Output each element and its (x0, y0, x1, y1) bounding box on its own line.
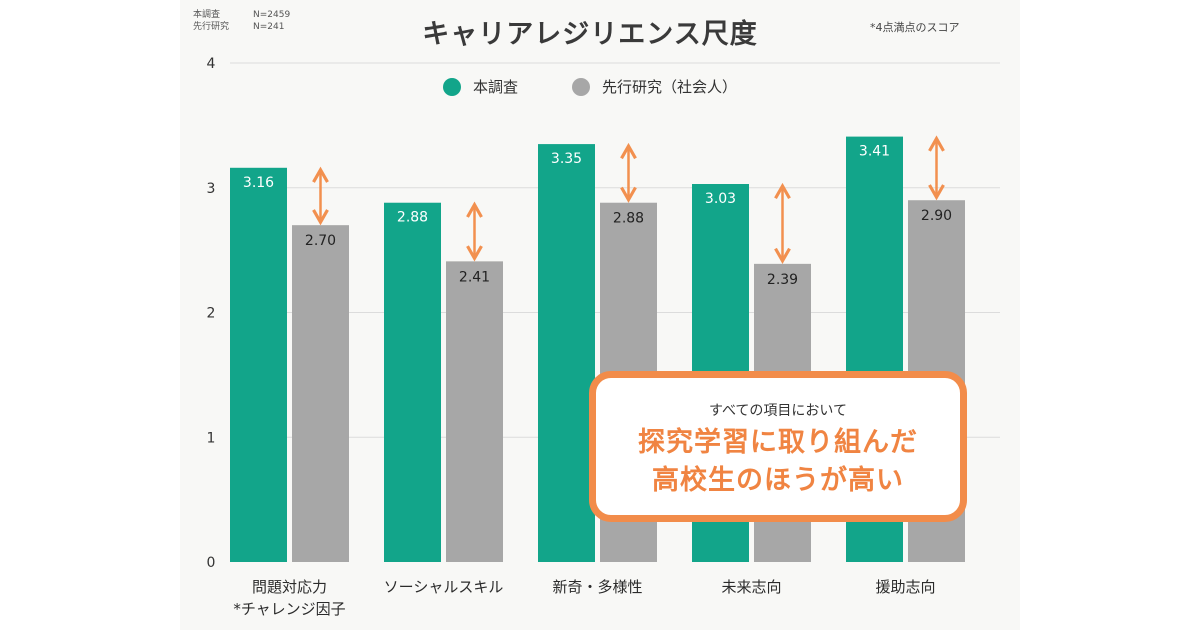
x-tick-label-line: 新奇・多様性 (552, 578, 643, 596)
sample-info-row: 先行研究 N=241 (193, 21, 290, 33)
callout-headline-2: 高校生のほうが高い (652, 465, 904, 496)
data-label-this-survey: 3.35 (551, 151, 582, 167)
x-tick-label: ソーシャルスキル (374, 576, 514, 598)
data-label-prior-study: 2.41 (459, 269, 490, 285)
bar-this-survey (230, 167, 287, 563)
sample-label: 先行研究 (193, 22, 230, 32)
y-tick-label: 4 (207, 56, 216, 72)
bar-prior-study (446, 261, 503, 562)
legend-prior-study: 先行研究（社会人） (572, 76, 737, 97)
bar-prior-study (292, 225, 349, 563)
sample-label: 本調査 (193, 10, 221, 20)
y-tick-label: 1 (207, 430, 216, 446)
x-tick-label: 問題対応力 *チャレンジ因子 (220, 576, 360, 620)
x-tick-label: 新奇・多様性 (528, 576, 668, 598)
x-tick-label-line: *チャレンジ因子 (233, 600, 346, 618)
x-tick-label-line: 問題対応力 (251, 578, 327, 596)
callout-headline-1: 探究学習に取り組んだ (638, 427, 918, 458)
data-label-this-survey: 3.41 (859, 144, 890, 160)
x-tick-label: 援助志向 (836, 576, 976, 598)
callout-subtext: すべての項目において (708, 403, 848, 419)
data-label-this-survey: 3.16 (243, 175, 274, 191)
x-tick-label-line: 援助志向 (875, 578, 936, 596)
y-tick-label: 2 (207, 306, 216, 322)
data-label-this-survey: 3.03 (705, 191, 736, 207)
legend-label-prior-study: 先行研究（社会人） (602, 78, 738, 96)
legend-this-survey: 本調査 (443, 76, 518, 97)
y-tick-label: 0 (207, 555, 216, 571)
data-label-prior-study: 2.88 (613, 211, 644, 227)
x-tick-label: 未来志向 (682, 576, 822, 598)
data-label-this-survey: 2.88 (397, 210, 428, 226)
bar-this-survey (384, 202, 441, 562)
sample-info-row: 本調査 N=2459 (193, 9, 290, 21)
y-tick-label: 3 (207, 181, 216, 197)
legend-swatch-this-survey (443, 77, 461, 96)
legend-label-this-survey: 本調査 (473, 78, 519, 96)
chart-title: キャリアレジリエンス尺度 (422, 19, 758, 50)
legend-swatch-prior-study (572, 77, 590, 96)
sample-count: N=2459 (253, 10, 291, 20)
score-note: *4点満点のスコア (870, 21, 960, 34)
data-label-prior-study: 2.90 (921, 208, 952, 224)
sample-info: 本調査 N=2459 先行研究 N=241 (193, 9, 290, 33)
data-label-prior-study: 2.70 (305, 233, 336, 249)
x-tick-label-line: ソーシャルスキル (383, 578, 504, 596)
x-tick-label-line: 未来志向 (721, 578, 782, 596)
bar-this-survey (538, 144, 595, 562)
data-label-prior-study: 2.39 (767, 272, 798, 288)
sample-count: N=241 (253, 22, 285, 32)
callout-box: すべての項目において 探究学習に取り組んだ 高校生のほうが高い (589, 371, 967, 522)
